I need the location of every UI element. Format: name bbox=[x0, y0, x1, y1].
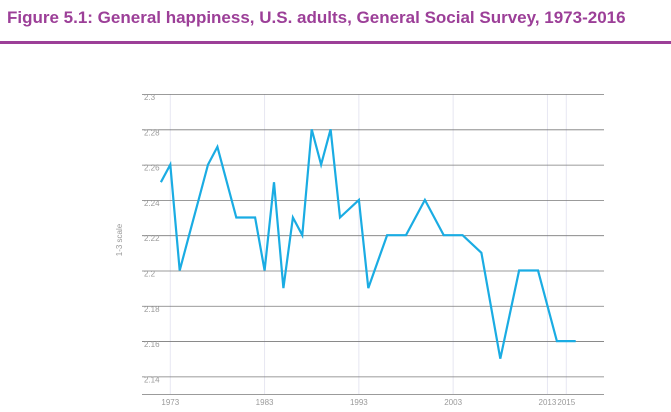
figure-title: Figure 5.1: General happiness, U.S. adul… bbox=[7, 8, 626, 27]
x-tick-label: 1973 bbox=[161, 398, 179, 407]
x-tick-label: 1983 bbox=[256, 398, 274, 407]
y-tick-label: 2.14 bbox=[144, 375, 160, 384]
y-tick-label: 2.26 bbox=[144, 164, 160, 173]
y-axis-label: 1-3 scale bbox=[115, 223, 124, 256]
series-line bbox=[159, 129, 576, 359]
y-tick-label: 2.3 bbox=[144, 93, 156, 102]
x-tick-label: 1993 bbox=[350, 398, 368, 407]
x-tick-label: 2003 bbox=[444, 398, 462, 407]
x-tick-label: 2015 bbox=[557, 398, 575, 407]
y-tick-label: 2.16 bbox=[144, 340, 160, 349]
x-tick-label: 2013 bbox=[539, 398, 557, 407]
y-tick-label: 2.28 bbox=[144, 128, 160, 137]
y-tick-label: 2.2 bbox=[144, 269, 156, 278]
y-tick-label: 2.18 bbox=[144, 305, 160, 314]
y-tick-label: 2.22 bbox=[144, 234, 160, 243]
title-divider bbox=[0, 41, 671, 44]
y-tick-label: 2.24 bbox=[144, 199, 160, 208]
